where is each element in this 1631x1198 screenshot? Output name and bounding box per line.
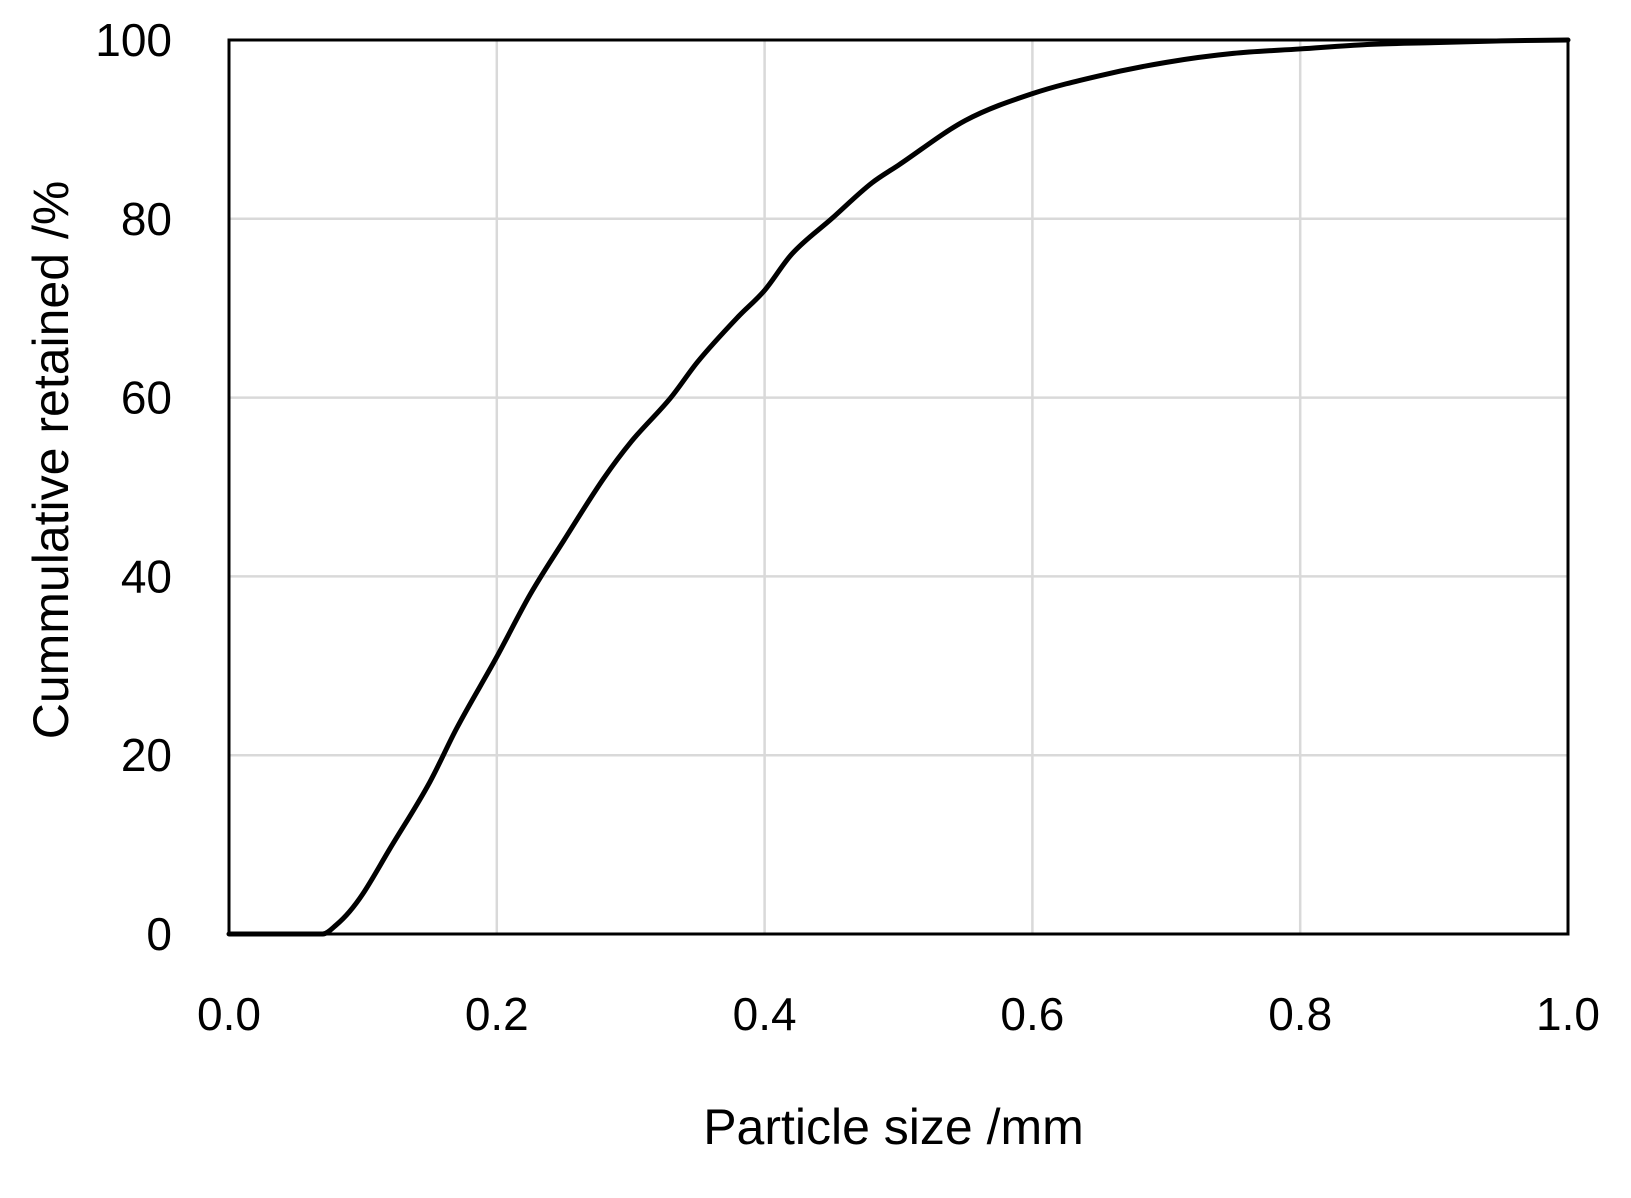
x-tick-label: 0.8	[1268, 988, 1332, 1040]
y-tick-label: 40	[121, 550, 172, 602]
y-tick-label: 80	[121, 193, 172, 245]
y-tick-label: 20	[121, 729, 172, 781]
x-tick-label: 0.0	[197, 988, 261, 1040]
x-tick-label: 1.0	[1536, 988, 1600, 1040]
x-axis-title: Particle size /mm	[703, 1099, 1084, 1155]
x-axis-ticks: 0.0 0.2 0.4 0.6 0.8 1.0	[197, 988, 1600, 1040]
y-axis-title: Cummulative retained /%	[23, 181, 79, 740]
x-tick-label: 0.4	[733, 988, 797, 1040]
grid	[229, 40, 1568, 934]
y-axis-ticks: 0 20 40 60 80 100	[95, 14, 172, 960]
series-layer	[226, 37, 1571, 937]
y-tick-label: 60	[121, 372, 172, 424]
plot-frame	[227, 38, 1570, 936]
series-line	[226, 37, 1571, 937]
y-tick-label: 0	[146, 908, 172, 960]
y-tick-label: 100	[95, 14, 172, 66]
x-tick-label: 0.2	[465, 988, 529, 1040]
x-tick-label: 0.6	[1000, 988, 1064, 1040]
